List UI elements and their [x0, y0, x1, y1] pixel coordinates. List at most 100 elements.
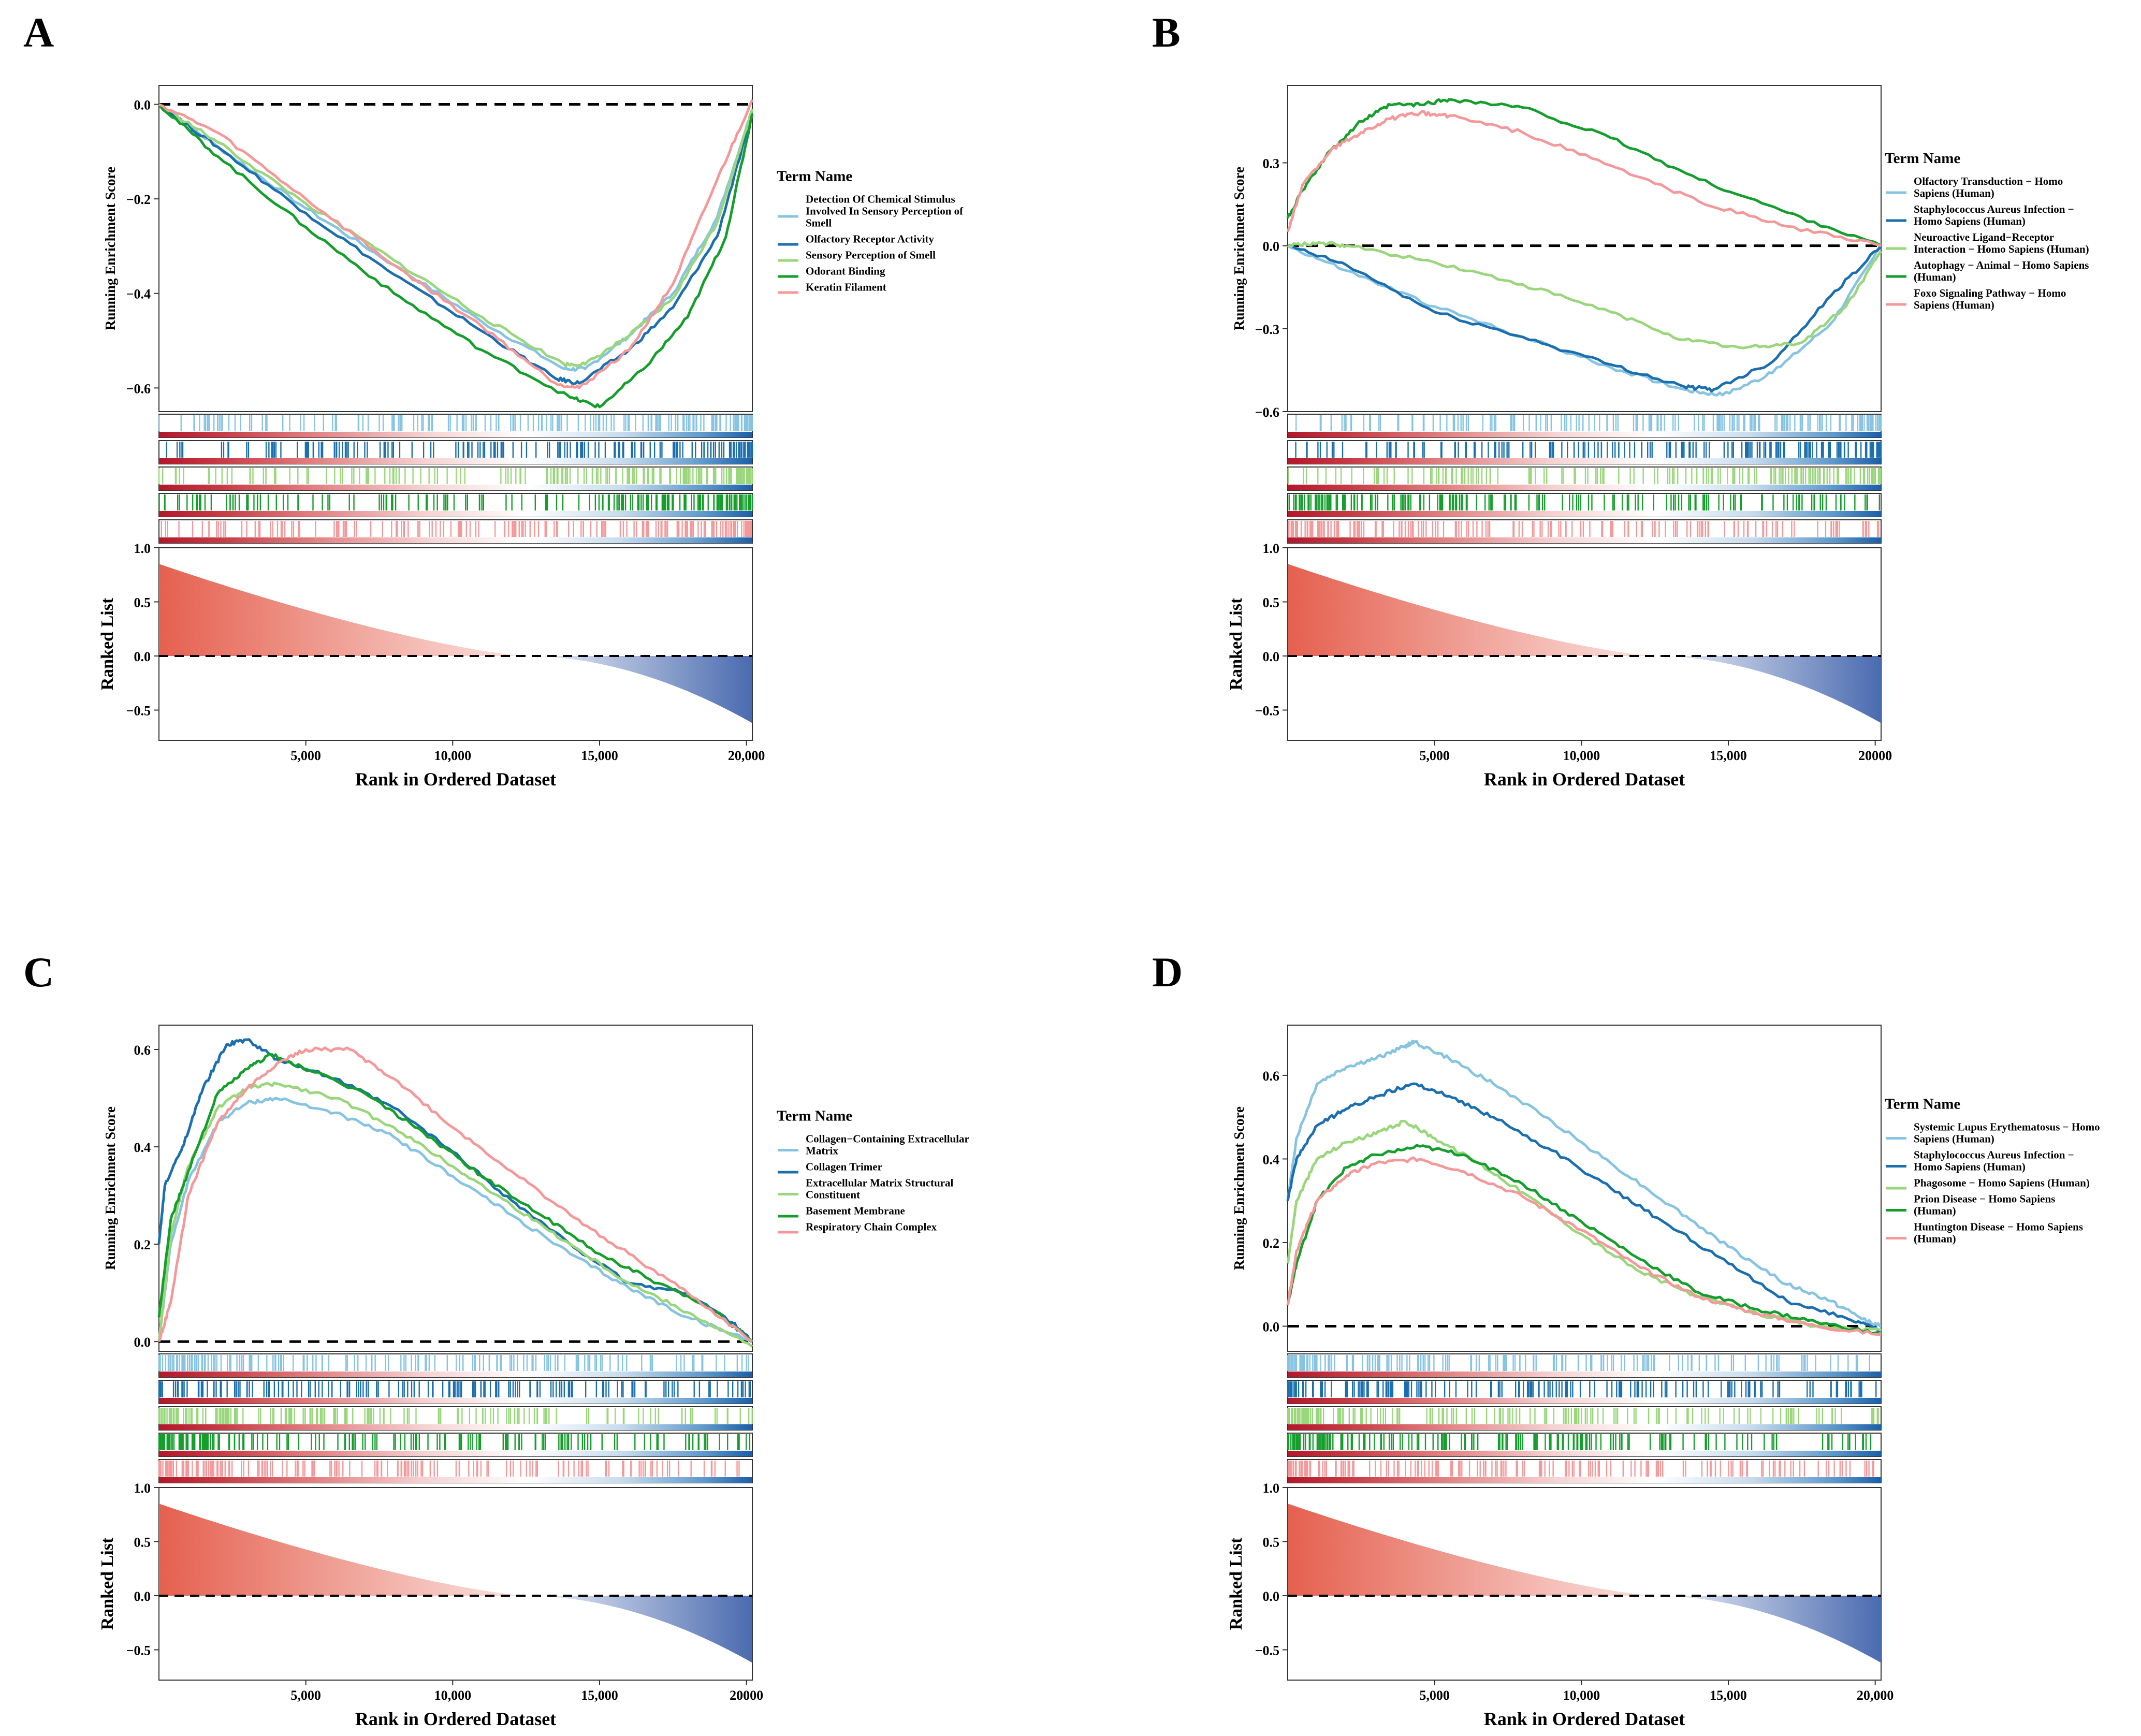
legend-label-5: (Human)	[1914, 1233, 1956, 1245]
ranked-positive-area	[1288, 564, 1656, 656]
y-tick-label: 0.0	[134, 1335, 151, 1350]
es-curve-1	[1287, 244, 1882, 397]
gene-hit-strip-3	[1287, 1406, 1882, 1431]
es-curve-5	[1286, 1156, 1882, 1336]
legend-label-3: Extracellular Matrix Structural	[806, 1177, 954, 1189]
y-tick-label: −0.6	[126, 381, 151, 396]
panel-label: C	[23, 949, 54, 996]
score-plot-frame	[1287, 1025, 1882, 1352]
x-tick-label: 20,000	[728, 748, 765, 763]
ranked-positive-area	[159, 564, 527, 656]
panel-label: B	[1152, 9, 1181, 56]
legend-label-2: Staphylococcus Aureus Infection −	[1914, 1149, 2074, 1161]
rank-heat-bar	[1288, 458, 1881, 464]
rank-heat-bar	[159, 485, 752, 490]
rank-heat-bar	[159, 537, 752, 543]
y-tick-label: −0.6	[1255, 405, 1279, 420]
legend-label-1: Olfactory Transduction − Homo	[1914, 175, 2063, 187]
legend-label-1: Sapiens (Human)	[1914, 1133, 1994, 1145]
ranked-negative-area	[527, 1595, 752, 1663]
x-tick-label: 20000	[1858, 748, 1892, 763]
ranked-y-axis-label: Ranked List	[98, 597, 117, 690]
legend-label-5: Respiratory Chain Complex	[806, 1221, 937, 1233]
rank-heat-bar	[1288, 1424, 1881, 1430]
x-tick-label: 15,000	[1710, 1688, 1747, 1703]
rank-heat-bar	[159, 1398, 752, 1404]
legend-label-3: Phagosome − Homo Sapiens (Human)	[1914, 1177, 2090, 1189]
ranked-y-tick-label: 0.5	[1263, 595, 1280, 610]
ranked-positive-area	[159, 1504, 527, 1596]
gene-hit-strip-3	[158, 466, 753, 491]
gene-hit-strip-3	[1287, 466, 1882, 491]
y-axis-label: Running Enrichment Score	[103, 167, 118, 330]
legend-label-5: Keratin Filament	[806, 281, 886, 294]
es-curve-3	[1287, 241, 1882, 349]
rank-heat-bar	[1288, 537, 1881, 543]
rank-heat-bar	[159, 1477, 752, 1483]
ranked-positive-area	[1288, 1504, 1656, 1596]
gene-hit-strip-1	[158, 1353, 753, 1378]
gene-hit-strip-2	[158, 1380, 753, 1404]
ranked-negative-area	[1655, 655, 1881, 723]
legend-label-3: Constituent	[806, 1189, 860, 1201]
legend-label-3: Interaction − Homo Sapiens (Human)	[1914, 243, 2089, 255]
x-tick-label: 20,000	[1857, 1688, 1894, 1703]
ranked-y-tick-label: 0.0	[134, 649, 151, 664]
legend-label-4: Autophagy − Animal − Homo Sapiens	[1914, 259, 2089, 271]
ranked-y-tick-label: 1.0	[1263, 1481, 1280, 1496]
score-plot-frame	[158, 85, 753, 412]
gene-hit-strip-5	[158, 1459, 753, 1483]
ranked-negative-area	[527, 655, 752, 723]
legend-label-1: Sapiens (Human)	[1914, 187, 1994, 199]
ranked-y-tick-label: 1.0	[134, 1481, 151, 1496]
gene-hit-strip-2	[158, 440, 753, 464]
es-curve-2	[158, 103, 754, 385]
legend-label-2: Homo Sapiens (Human)	[1914, 215, 2026, 227]
ranked-y-axis-label: Ranked List	[98, 1537, 117, 1630]
legend-label-1: Matrix	[806, 1145, 838, 1157]
legend-label-1: Collagen−Containing Extracellular	[806, 1133, 969, 1145]
legend-label-2: Staphylococcus Aureus Infection −	[1914, 203, 2074, 215]
es-curve-4	[157, 1052, 753, 1343]
x-axis-label: Rank in Ordered Dataset	[355, 1709, 556, 1729]
gene-hit-strip-5	[1287, 1459, 1882, 1483]
x-tick-label: 5,000	[290, 1688, 321, 1703]
x-tick-label: 15,000	[1710, 748, 1747, 763]
ranked-y-tick-label: −0.5	[1255, 703, 1279, 718]
legend-title: Term Name	[1885, 1096, 1960, 1113]
panel-b: B 0.3 0.0 −0.3 −0.6 Running Enrichment Score T…	[1152, 9, 2089, 790]
ranked-y-tick-label: 1.0	[134, 541, 151, 556]
x-tick-label: 15,000	[581, 1688, 618, 1703]
es-curve-5	[1286, 110, 1882, 247]
y-tick-label: 0.4	[1263, 1152, 1280, 1167]
x-tick-label: 20000	[730, 1688, 763, 1703]
legend-label-1: Smell	[806, 217, 832, 229]
y-tick-label: 0.6	[134, 1043, 151, 1058]
x-axis-label: Rank in Ordered Dataset	[355, 769, 556, 790]
panel-c: C 0.0 0.2 0.4 0.6 Running Enrichment Score Ter…	[23, 949, 969, 1729]
legend-title: Term Name	[1885, 150, 1960, 167]
x-tick-label: 5,000	[1419, 1688, 1450, 1703]
gene-hit-strip-4	[158, 493, 753, 517]
score-plot-frame	[1287, 85, 1882, 412]
es-curve-5	[158, 99, 754, 389]
legend-label-3: Sensory Perception of Smell	[806, 249, 936, 261]
x-tick-label: 15,000	[581, 748, 618, 763]
rank-heat-bar	[1288, 485, 1881, 490]
gene-hit-strip-5	[158, 519, 753, 544]
legend-label-4: (Human)	[1914, 1205, 1956, 1217]
y-tick-label: 0.0	[1263, 1320, 1280, 1335]
y-tick-label: −0.4	[126, 287, 151, 302]
x-axis-label: Rank in Ordered Dataset	[1484, 769, 1685, 790]
rank-heat-bar	[159, 1424, 752, 1430]
gene-hit-strip-2	[1287, 440, 1882, 464]
ranked-y-tick-label: −0.5	[126, 703, 151, 718]
x-axis-label: Rank in Ordered Dataset	[1484, 1709, 1685, 1729]
y-tick-label: −0.3	[1255, 322, 1279, 337]
legend-label-3: Neuroactive Ligand−Receptor	[1914, 231, 2054, 243]
legend-label-1: Systemic Lupus Erythematosus − Homo	[1914, 1121, 2100, 1133]
y-axis-label: Running Enrichment Score	[103, 1106, 118, 1270]
x-tick-label: 5,000	[1419, 748, 1450, 763]
es-curve-1	[157, 1097, 753, 1343]
rank-heat-bar	[159, 432, 752, 437]
